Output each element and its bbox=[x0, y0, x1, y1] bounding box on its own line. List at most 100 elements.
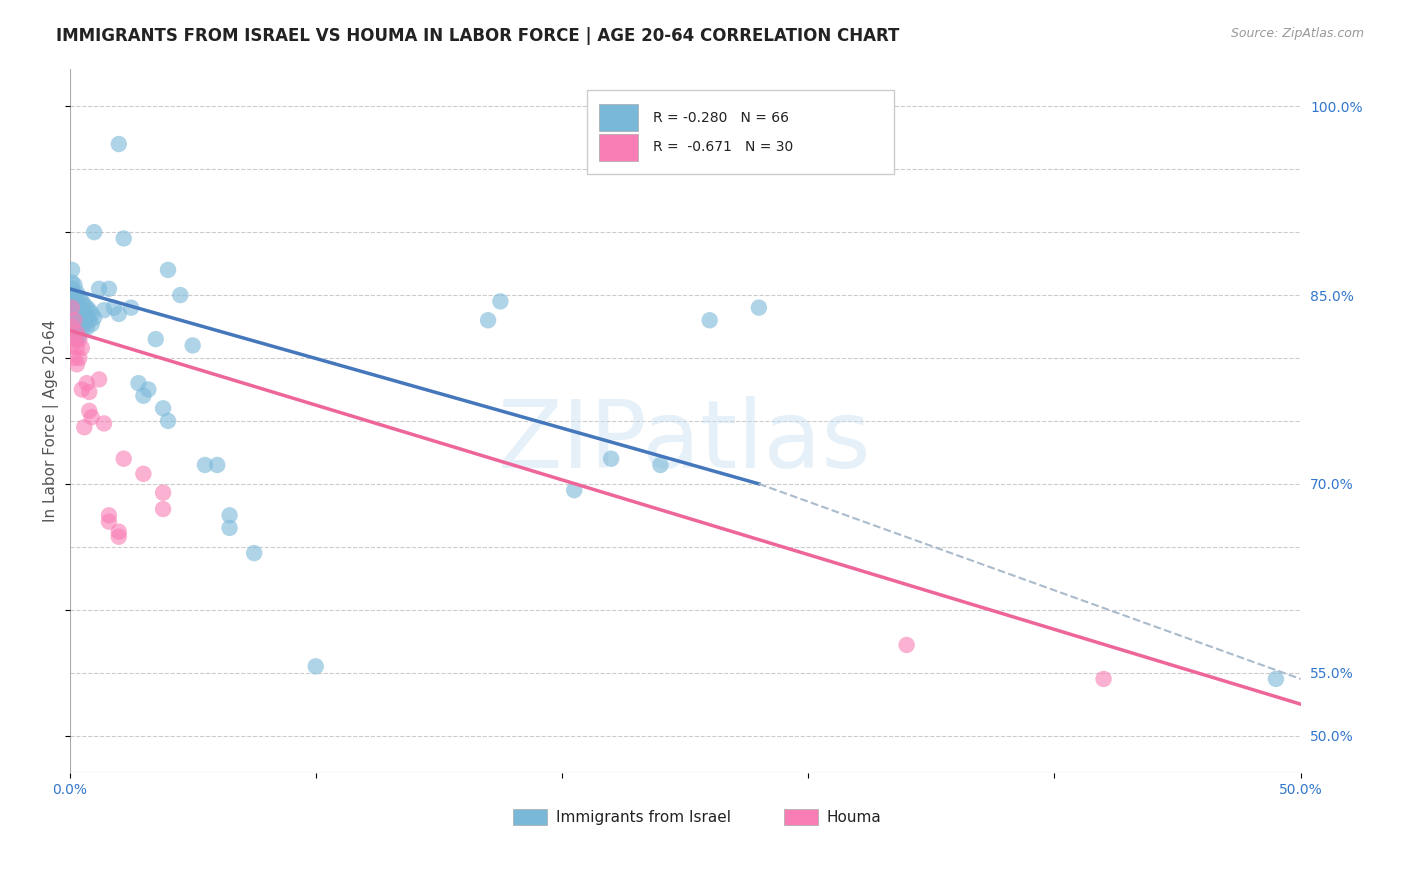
Point bbox=[1092, 672, 1115, 686]
Point bbox=[70, 313, 93, 327]
Point bbox=[63, 278, 86, 293]
Point bbox=[63, 332, 86, 346]
Bar bbox=[513, 809, 547, 825]
Point bbox=[152, 485, 174, 500]
Bar bbox=[586, 90, 894, 174]
Point bbox=[145, 332, 167, 346]
Text: IMMIGRANTS FROM ISRAEL VS HOUMA IN LABOR FORCE | AGE 20-64 CORRELATION CHART: IMMIGRANTS FROM ISRAEL VS HOUMA IN LABOR… bbox=[56, 27, 900, 45]
Point bbox=[107, 307, 129, 321]
Text: Source: ZipAtlas.com: Source: ZipAtlas.com bbox=[1230, 27, 1364, 40]
Point bbox=[112, 451, 135, 466]
Point bbox=[73, 307, 96, 321]
Point bbox=[132, 467, 155, 481]
Point bbox=[112, 231, 135, 245]
Point bbox=[66, 326, 89, 340]
Point bbox=[896, 638, 918, 652]
Point bbox=[70, 323, 93, 337]
Point bbox=[136, 383, 159, 397]
Point bbox=[80, 307, 103, 321]
Point bbox=[87, 282, 110, 296]
Point bbox=[73, 298, 96, 312]
Point bbox=[76, 310, 98, 325]
Text: Houma: Houma bbox=[827, 810, 882, 824]
Point bbox=[194, 458, 217, 472]
Bar bbox=[783, 809, 818, 825]
Point bbox=[66, 332, 89, 346]
Point bbox=[66, 313, 89, 327]
Point bbox=[60, 291, 83, 305]
Point bbox=[66, 341, 89, 355]
Point bbox=[489, 294, 512, 309]
Point bbox=[73, 420, 96, 434]
Text: R =  -0.671   N = 30: R = -0.671 N = 30 bbox=[652, 140, 793, 154]
Point bbox=[132, 389, 155, 403]
Point bbox=[699, 313, 721, 327]
Point bbox=[66, 357, 89, 371]
Point bbox=[67, 310, 90, 324]
Point bbox=[107, 524, 129, 539]
Point bbox=[218, 521, 240, 535]
Text: Immigrants from Israel: Immigrants from Israel bbox=[555, 810, 731, 824]
Point bbox=[93, 303, 115, 318]
Point bbox=[97, 508, 120, 523]
Point bbox=[70, 341, 93, 355]
Point bbox=[60, 301, 83, 315]
Point bbox=[1264, 672, 1286, 686]
Point bbox=[67, 351, 90, 365]
Point bbox=[207, 458, 229, 472]
Point bbox=[169, 288, 191, 302]
Point bbox=[66, 303, 89, 318]
Point bbox=[63, 307, 86, 321]
Point bbox=[66, 285, 89, 300]
Point bbox=[83, 225, 105, 239]
Point bbox=[67, 332, 90, 346]
Point bbox=[156, 263, 179, 277]
Point bbox=[66, 294, 89, 309]
Point bbox=[103, 301, 125, 315]
Point bbox=[60, 263, 83, 277]
Point bbox=[63, 298, 86, 312]
Point bbox=[76, 320, 98, 334]
Point bbox=[60, 338, 83, 352]
Y-axis label: In Labor Force | Age 20-64: In Labor Force | Age 20-64 bbox=[44, 319, 59, 522]
Point bbox=[80, 317, 103, 331]
Point bbox=[87, 372, 110, 386]
Text: R = -0.280   N = 66: R = -0.280 N = 66 bbox=[652, 111, 789, 125]
Point bbox=[97, 515, 120, 529]
Point bbox=[76, 376, 98, 391]
Point bbox=[107, 530, 129, 544]
Point bbox=[67, 328, 90, 343]
Point bbox=[77, 303, 100, 318]
Point bbox=[152, 401, 174, 416]
Point bbox=[650, 458, 672, 472]
Point bbox=[477, 313, 499, 327]
Point bbox=[63, 288, 86, 302]
Point bbox=[67, 318, 90, 333]
Point bbox=[63, 351, 86, 365]
Point bbox=[152, 502, 174, 516]
Point bbox=[76, 301, 98, 315]
Bar bbox=[599, 134, 638, 161]
Point bbox=[83, 310, 105, 325]
Point bbox=[243, 546, 266, 560]
Point bbox=[181, 338, 204, 352]
Point bbox=[748, 301, 770, 315]
Point bbox=[70, 383, 93, 397]
Point bbox=[60, 276, 83, 290]
Point bbox=[63, 313, 86, 327]
Point bbox=[70, 294, 93, 309]
Point bbox=[156, 414, 179, 428]
Bar bbox=[599, 104, 638, 131]
Point bbox=[77, 384, 100, 399]
Point bbox=[127, 376, 149, 391]
Point bbox=[73, 317, 96, 331]
Point bbox=[107, 136, 129, 151]
Point bbox=[77, 404, 100, 418]
Point bbox=[120, 301, 142, 315]
Point bbox=[80, 410, 103, 425]
Text: ZIPatlas: ZIPatlas bbox=[498, 396, 872, 488]
Point bbox=[93, 417, 115, 431]
Point bbox=[67, 291, 90, 305]
Point bbox=[60, 282, 83, 296]
Point bbox=[305, 659, 328, 673]
